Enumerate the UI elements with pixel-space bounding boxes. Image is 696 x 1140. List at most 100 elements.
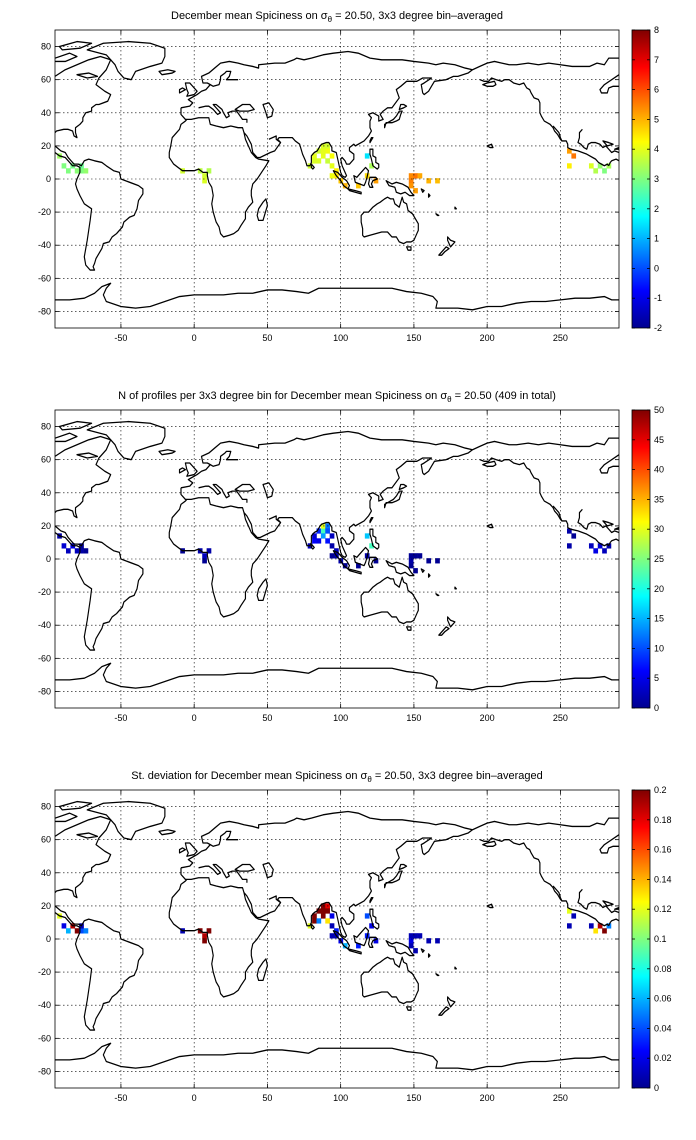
map-background — [55, 410, 619, 708]
data-cell — [369, 163, 374, 169]
x-tick-label: 150 — [406, 713, 421, 723]
data-cell — [74, 548, 80, 554]
data-cell — [202, 178, 207, 184]
data-cell — [588, 923, 594, 929]
data-cell — [329, 553, 335, 559]
data-cell — [320, 528, 326, 534]
data-cell — [312, 918, 317, 924]
data-cell — [417, 553, 423, 559]
data-cell — [320, 533, 326, 539]
data-cell — [413, 173, 418, 179]
title-text: St. deviation for December mean Spicines… — [131, 770, 360, 782]
x-tick-label: 100 — [333, 1093, 348, 1103]
y-tick-label: 80 — [41, 422, 51, 432]
data-cell — [312, 913, 317, 919]
data-cell — [83, 928, 89, 934]
colorbar-tick-label: 7 — [654, 55, 659, 65]
x-tick-label: 0 — [192, 333, 197, 343]
y-tick-label: 0 — [46, 174, 51, 184]
data-cell — [316, 918, 322, 924]
y-tick-label: 0 — [46, 554, 51, 564]
data-cell — [316, 148, 322, 154]
colorbar-tick-label: 20 — [654, 584, 664, 594]
data-cell — [316, 538, 322, 544]
colorbar-tick-label: 8 — [654, 25, 659, 35]
data-cell — [65, 928, 71, 934]
y-tick-label: 40 — [41, 488, 51, 498]
data-cell — [593, 548, 599, 554]
colorbar-tick-label: 0.1 — [654, 934, 667, 944]
y-tick-label: -60 — [38, 653, 51, 663]
colorbar-tick-label: 45 — [654, 435, 664, 445]
title-subscript: θ — [447, 395, 452, 404]
data-cell — [364, 913, 370, 919]
data-cell — [342, 563, 348, 569]
colorbar-gradient — [632, 790, 650, 1088]
data-cell — [329, 543, 335, 549]
title-symbol: σ — [440, 390, 447, 402]
colorbar-tick-label: 30 — [654, 524, 664, 534]
colorbar-tick-label: 40 — [654, 465, 664, 475]
data-cell — [588, 163, 594, 169]
y-tick-label: -80 — [38, 686, 51, 696]
data-cell — [413, 188, 418, 194]
data-cell — [61, 543, 67, 549]
data-cell — [79, 928, 84, 934]
colorbar-tick-label: -1 — [654, 293, 662, 303]
colorbar-tick-label: 2 — [654, 204, 659, 214]
data-cell — [316, 158, 322, 164]
title-subscript: θ — [367, 775, 372, 784]
y-tick-label: -60 — [38, 273, 51, 283]
data-cell — [566, 923, 572, 929]
map-background — [55, 790, 619, 1088]
colorbar-tick-label: 0.16 — [654, 845, 672, 855]
grid — [55, 30, 619, 328]
data-cell — [369, 923, 374, 929]
data-cell — [202, 558, 207, 564]
data-cell — [74, 928, 80, 934]
y-tick-label: -20 — [38, 967, 51, 977]
data-cell — [320, 908, 326, 914]
title-symbol: σ — [361, 770, 368, 782]
data-cell — [373, 178, 379, 184]
data-cell — [316, 908, 322, 914]
x-tick-label: 200 — [480, 333, 495, 343]
data-cell — [602, 548, 607, 554]
x-tick-label: 100 — [333, 333, 348, 343]
data-cell — [426, 938, 432, 944]
data-cell — [413, 948, 418, 954]
data-cell — [202, 933, 207, 939]
data-cell — [342, 943, 348, 949]
data-cell — [61, 923, 67, 929]
title-subscript: θ — [328, 15, 333, 24]
panel-title: December mean Spiciness on σθ = 20.50, 3… — [171, 10, 503, 24]
data-cell — [320, 148, 326, 154]
data-cell — [83, 168, 89, 174]
data-cell — [408, 553, 414, 559]
colorbar: 0 5 10 15 20 25 30 35 40 45 50 — [631, 405, 664, 713]
y-tick-label: 20 — [41, 521, 51, 531]
y-tick-label: 40 — [41, 108, 51, 118]
data-cell — [334, 548, 339, 554]
data-cell — [602, 168, 607, 174]
data-cell — [329, 153, 335, 159]
data-cell — [206, 168, 212, 174]
data-cell — [61, 163, 67, 169]
data-cell — [364, 533, 370, 539]
x-tick-label: 250 — [553, 1093, 568, 1103]
colorbar-tick-label: 0.12 — [654, 904, 672, 914]
colorbar-tick-label: 25 — [654, 554, 664, 564]
data-cell — [408, 938, 414, 944]
y-tick-label: 40 — [41, 868, 51, 878]
y-tick-label: -40 — [38, 620, 51, 630]
x-tick-label: 50 — [262, 333, 272, 343]
data-cell — [325, 528, 330, 534]
data-cell — [312, 533, 317, 539]
data-cell — [413, 553, 418, 559]
colorbar-tick-label: 10 — [654, 643, 664, 653]
grid — [55, 790, 619, 1088]
y-tick-label: -20 — [38, 207, 51, 217]
data-cell — [571, 913, 577, 919]
data-cell — [316, 528, 322, 534]
